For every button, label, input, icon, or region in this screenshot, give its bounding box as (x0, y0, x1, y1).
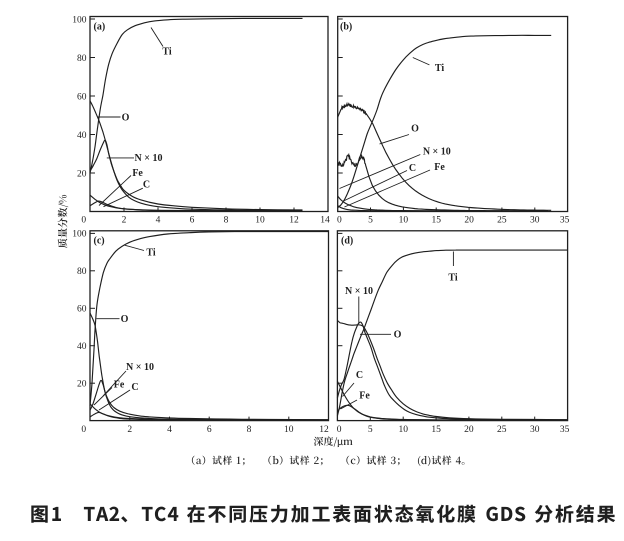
svg-text:N × 10: N × 10 (126, 362, 154, 373)
svg-text:12: 12 (289, 216, 299, 226)
svg-text:80: 80 (77, 54, 87, 64)
svg-text:O: O (122, 112, 130, 123)
svg-text:(c): (c) (94, 236, 105, 247)
svg-text:100: 100 (72, 15, 87, 25)
svg-text:(b): (b) (340, 22, 352, 33)
svg-text:O: O (121, 314, 129, 325)
svg-text:8: 8 (224, 216, 229, 226)
svg-text:Fe: Fe (132, 168, 143, 179)
svg-text:0: 0 (337, 216, 342, 226)
svg-text:5: 5 (368, 216, 373, 226)
svg-text:Ti: Ti (448, 272, 457, 283)
svg-text:20: 20 (464, 425, 474, 435)
svg-text:20: 20 (464, 216, 474, 226)
svg-text:Fe: Fe (434, 162, 445, 173)
svg-text:8: 8 (247, 425, 252, 435)
svg-text:N × 10: N × 10 (135, 153, 163, 164)
svg-text:C: C (131, 382, 138, 393)
svg-text:60: 60 (77, 92, 87, 102)
svg-text:6: 6 (190, 216, 195, 226)
svg-text:40: 40 (77, 131, 87, 141)
svg-text:10: 10 (399, 216, 409, 226)
svg-text:0: 0 (81, 425, 86, 435)
svg-text:10: 10 (398, 425, 408, 435)
svg-text:Ti: Ti (146, 247, 155, 258)
svg-text:(a): (a) (94, 22, 106, 33)
svg-text:4: 4 (167, 425, 172, 435)
svg-text:C: C (356, 370, 363, 381)
svg-text:10: 10 (255, 216, 265, 226)
svg-text:6: 6 (207, 425, 212, 435)
svg-text:15: 15 (431, 425, 441, 435)
svg-text:40: 40 (77, 342, 87, 352)
svg-text:0: 0 (337, 425, 342, 435)
svg-text:25: 25 (497, 425, 507, 435)
svg-text:C: C (409, 163, 416, 174)
svg-text:100: 100 (72, 230, 87, 240)
svg-text:35: 35 (560, 216, 570, 226)
svg-text:12: 12 (319, 425, 329, 435)
svg-text:14: 14 (320, 216, 330, 226)
svg-text:15: 15 (431, 216, 441, 226)
svg-text:10: 10 (284, 425, 294, 435)
svg-text:30: 30 (530, 216, 540, 226)
svg-text:25: 25 (497, 216, 507, 226)
svg-text:35: 35 (560, 425, 570, 435)
svg-text:C: C (143, 179, 150, 190)
svg-text:Ti: Ti (162, 47, 171, 58)
svg-text:O: O (411, 124, 419, 135)
svg-text:80: 80 (77, 267, 87, 277)
svg-text:2: 2 (122, 216, 127, 226)
svg-text:N × 10: N × 10 (423, 146, 451, 157)
svg-text:N × 10: N × 10 (345, 286, 373, 297)
svg-text:Fe: Fe (359, 391, 370, 402)
svg-text:Ti: Ti (435, 63, 444, 74)
svg-text:4: 4 (156, 216, 161, 226)
svg-text:20: 20 (77, 380, 87, 390)
svg-text:20: 20 (77, 169, 87, 179)
svg-text:O: O (394, 329, 402, 340)
svg-text:0: 0 (81, 216, 86, 226)
svg-text:5: 5 (368, 425, 373, 435)
svg-text:30: 30 (530, 425, 540, 435)
svg-text:60: 60 (77, 305, 87, 315)
svg-text:Fe: Fe (114, 379, 125, 390)
svg-text:(d): (d) (341, 236, 353, 247)
svg-text:2: 2 (127, 425, 132, 435)
